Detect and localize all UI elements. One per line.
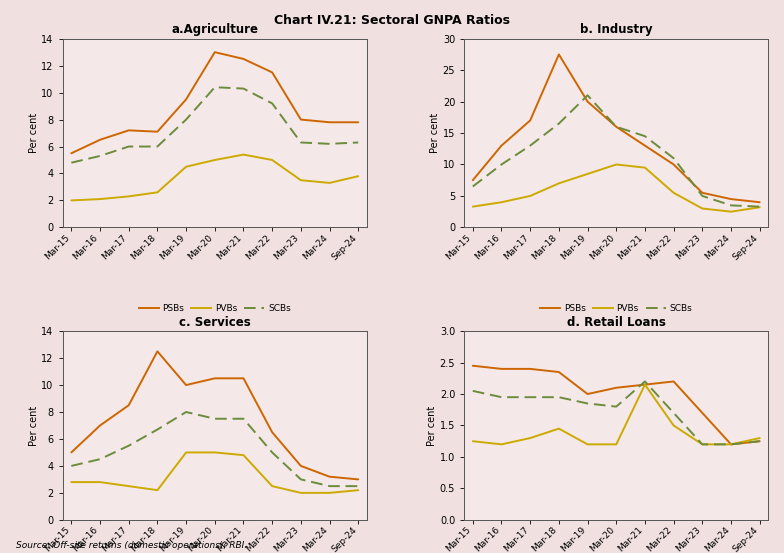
Legend: PSBs, PVBs, SCBs: PSBs, PVBs, SCBs — [540, 305, 692, 314]
Y-axis label: Per cent: Per cent — [426, 405, 437, 446]
Title: a.Agriculture: a.Agriculture — [171, 23, 258, 36]
Title: b. Industry: b. Industry — [580, 23, 652, 36]
Title: c. Services: c. Services — [179, 316, 251, 328]
Text: Chart IV.21: Sectoral GNPA Ratios: Chart IV.21: Sectoral GNPA Ratios — [274, 14, 510, 27]
Y-axis label: Per cent: Per cent — [28, 113, 38, 153]
Y-axis label: Per cent: Per cent — [430, 113, 440, 153]
Title: d. Retail Loans: d. Retail Loans — [567, 316, 666, 328]
Legend: PSBs, PVBs, SCBs: PSBs, PVBs, SCBs — [139, 305, 291, 314]
Y-axis label: Per cent: Per cent — [28, 405, 38, 446]
Text: Source: Off-site returns (domestic operations), RBI.: Source: Off-site returns (domestic opera… — [16, 541, 247, 550]
